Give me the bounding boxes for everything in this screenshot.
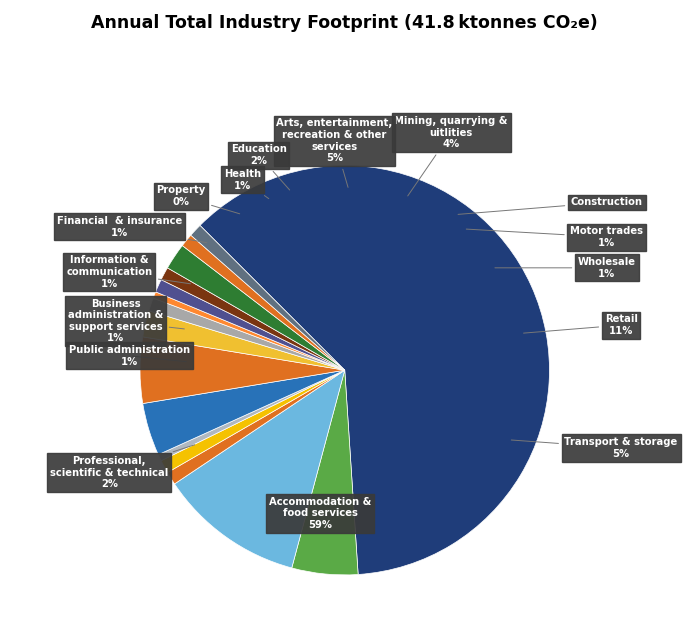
Text: Education
2%: Education 2%: [231, 144, 290, 190]
Text: Arts, entertainment,
recreation & other
services
5%: Arts, entertainment, recreation & other …: [277, 119, 392, 187]
Text: Health
1%: Health 1%: [224, 169, 269, 198]
Wedge shape: [149, 298, 345, 370]
Wedge shape: [161, 370, 345, 472]
Text: Property
0%: Property 0%: [156, 185, 240, 214]
Text: Mining, quarrying &
uitlities
4%: Mining, quarrying & uitlities 4%: [395, 116, 508, 196]
Text: Information &
communication
1%: Information & communication 1%: [66, 256, 190, 288]
Text: Public administration
1%: Public administration 1%: [69, 345, 190, 367]
Wedge shape: [161, 268, 345, 370]
Wedge shape: [158, 370, 345, 461]
Wedge shape: [191, 225, 345, 370]
Text: Construction: Construction: [458, 197, 643, 214]
Wedge shape: [167, 246, 345, 370]
Wedge shape: [200, 165, 549, 575]
Wedge shape: [143, 311, 345, 370]
Text: Motor trades
1%: Motor trades 1%: [466, 226, 643, 248]
Wedge shape: [174, 370, 345, 568]
Text: Wholesale
1%: Wholesale 1%: [495, 257, 636, 279]
Text: Transport & storage
5%: Transport & storage 5%: [512, 437, 677, 459]
Title: Annual Total Industry Footprint (41.8 ktonnes CO₂e): Annual Total Industry Footprint (41.8 kt…: [91, 14, 598, 32]
Text: Financial  & insurance
1%: Financial & insurance 1%: [57, 216, 207, 243]
Wedge shape: [183, 236, 345, 370]
Text: Business
administration &
support services
1%: Business administration & support servic…: [68, 299, 184, 344]
Text: Accommodation &
food services
59%: Accommodation & food services 59%: [269, 497, 372, 530]
Wedge shape: [167, 370, 345, 484]
Text: Retail
11%: Retail 11%: [523, 315, 638, 336]
Wedge shape: [292, 370, 358, 575]
Wedge shape: [153, 292, 345, 370]
Wedge shape: [155, 279, 345, 370]
Wedge shape: [140, 337, 345, 404]
Text: Professional,
scientific & technical
2%: Professional, scientific & technical 2%: [50, 445, 194, 489]
Wedge shape: [143, 370, 345, 455]
